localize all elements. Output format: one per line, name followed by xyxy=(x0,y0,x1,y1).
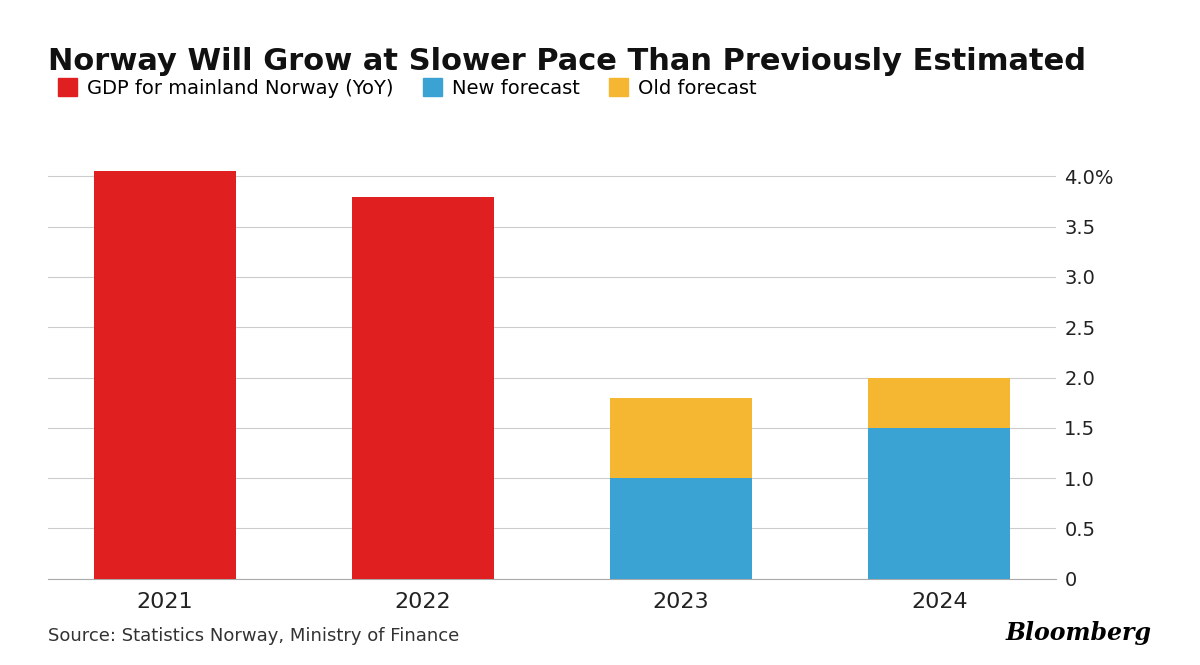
Text: Source: Statistics Norway, Ministry of Finance: Source: Statistics Norway, Ministry of F… xyxy=(48,627,460,645)
Bar xyxy=(869,428,1010,579)
Bar xyxy=(869,378,1010,428)
Legend: GDP for mainland Norway (YoY), New forecast, Old forecast: GDP for mainland Norway (YoY), New forec… xyxy=(58,78,756,98)
Bar xyxy=(352,197,494,579)
Bar xyxy=(610,398,752,478)
Text: Bloomberg: Bloomberg xyxy=(1006,621,1152,645)
Bar xyxy=(610,478,752,579)
Bar xyxy=(94,172,235,579)
Text: Norway Will Grow at Slower Pace Than Previously Estimated: Norway Will Grow at Slower Pace Than Pre… xyxy=(48,47,1086,76)
